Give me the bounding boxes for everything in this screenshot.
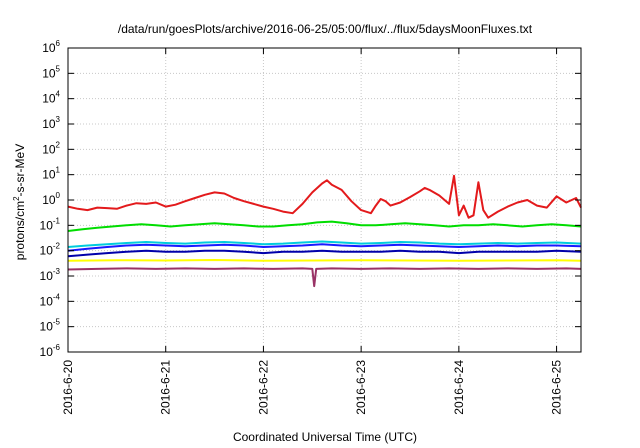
plot-frame	[67, 47, 582, 353]
y-tick-exponent: 2	[56, 140, 61, 149]
series-line-3	[67, 240, 582, 248]
y-tick-exponent: 4	[56, 90, 61, 99]
y-axis-label: protons/cm2-s-sr-MeV	[12, 144, 27, 260]
y-tick-base: 10	[40, 345, 54, 359]
y-tick-label: 104	[42, 90, 60, 106]
y-tick-base: 10	[40, 320, 54, 334]
y-tick-exponent: 0	[56, 191, 61, 200]
y-tick-label: 10-5	[40, 318, 61, 334]
x-tick-label: 2016-6-24	[452, 360, 466, 415]
x-tick-label: 2016-6-20	[61, 360, 75, 415]
y-tick-exponent: -2	[53, 242, 61, 251]
series-line-2	[67, 220, 582, 232]
y-axis-ticks: 10-610-510-410-310-210-11001011021031041…	[40, 39, 581, 359]
y-tick-label: 10-3	[40, 267, 61, 283]
y-tick-exponent: 3	[56, 115, 61, 124]
y-tick-exponent: -5	[53, 318, 61, 327]
y-tick-label: 100	[42, 191, 60, 207]
series-line-7	[67, 267, 582, 288]
series-line-1	[67, 174, 582, 219]
y-tick-base: 10	[42, 193, 56, 207]
x-tick-label: 2016-6-25	[550, 360, 564, 415]
x-tick-label: 2016-6-23	[354, 360, 368, 415]
x-tick-label: 2016-6-21	[159, 360, 173, 415]
y-tick-exponent: 5	[56, 64, 61, 73]
y-tick-base: 10	[40, 269, 54, 283]
y-tick-exponent: -3	[53, 267, 61, 276]
y-tick-label: 105	[42, 64, 60, 80]
grid-lines	[68, 48, 581, 352]
y-tick-base: 10	[42, 92, 56, 106]
chart-title: /data/run/goesPlots/archive/2016-06-25/0…	[118, 22, 533, 36]
y-tick-label: 10-4	[40, 292, 61, 308]
y-tick-base: 10	[42, 66, 56, 80]
y-tick-label: 10-2	[40, 242, 61, 258]
y-tick-exponent: 1	[56, 166, 61, 175]
series-group	[67, 174, 582, 288]
series-line-6	[67, 259, 582, 262]
y-tick-base: 10	[42, 142, 56, 156]
y-tick-exponent: -6	[53, 343, 61, 352]
series-line-4	[67, 243, 582, 252]
y-tick-base: 10	[42, 41, 56, 55]
x-axis-ticks: 2016-6-20 2016-6-21 2016-6-22 2016-6-23 2016…	[61, 48, 564, 415]
y-tick-label: 103	[42, 115, 60, 131]
y-tick-base: 10	[42, 168, 56, 182]
y-tick-exponent: -4	[53, 292, 61, 301]
x-tick-label: 2016-6-22	[256, 360, 270, 415]
y-tick-base: 10	[40, 244, 54, 258]
x-axis-label: Coordinated Universal Time (UTC)	[233, 430, 417, 444]
y-tick-label: 10-6	[40, 343, 61, 359]
y-tick-label: 102	[42, 140, 60, 156]
y-tick-label: 106	[42, 39, 60, 55]
y-tick-base: 10	[40, 218, 54, 232]
y-tick-label: 10-1	[40, 216, 61, 232]
y-tick-label: 101	[42, 166, 60, 182]
y-tick-exponent: -1	[53, 216, 61, 225]
y-tick-exponent: 6	[56, 39, 61, 48]
y-tick-base: 10	[42, 117, 56, 131]
series-line-5	[67, 249, 582, 258]
y-tick-base: 10	[40, 294, 54, 308]
